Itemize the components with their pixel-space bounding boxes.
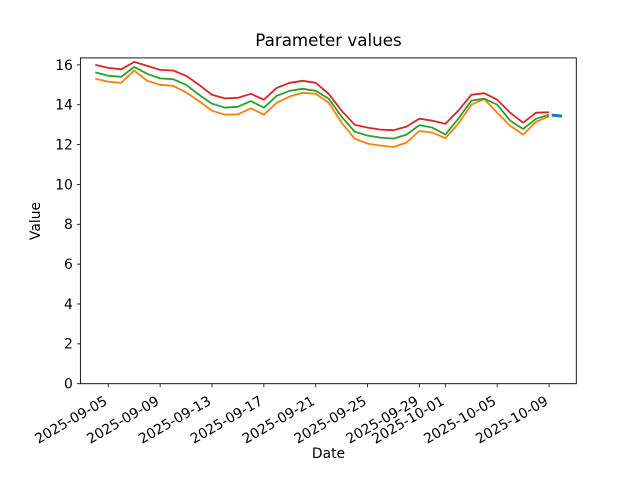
y-tick-label: 10 <box>55 177 73 193</box>
x-axis-label: Date <box>311 446 346 462</box>
y-tick-label: 12 <box>55 137 73 153</box>
y-tick-label: 16 <box>55 58 73 74</box>
y-tick-label: 2 <box>64 337 73 353</box>
y-tick-label: 6 <box>64 257 73 273</box>
series-green-line <box>95 66 550 140</box>
y-tick-label: 0 <box>64 377 73 393</box>
y-tick-label: 14 <box>55 98 73 114</box>
chart-title: Parameter values <box>255 30 402 50</box>
series-orange-line <box>95 69 550 148</box>
series-red-line <box>95 61 550 132</box>
y-tick-label: 8 <box>64 217 73 233</box>
y-axis-label: Value <box>28 201 44 241</box>
y-tick-label: 4 <box>64 297 73 313</box>
axes-frame <box>79 57 577 385</box>
series-blue-line <box>551 113 563 118</box>
